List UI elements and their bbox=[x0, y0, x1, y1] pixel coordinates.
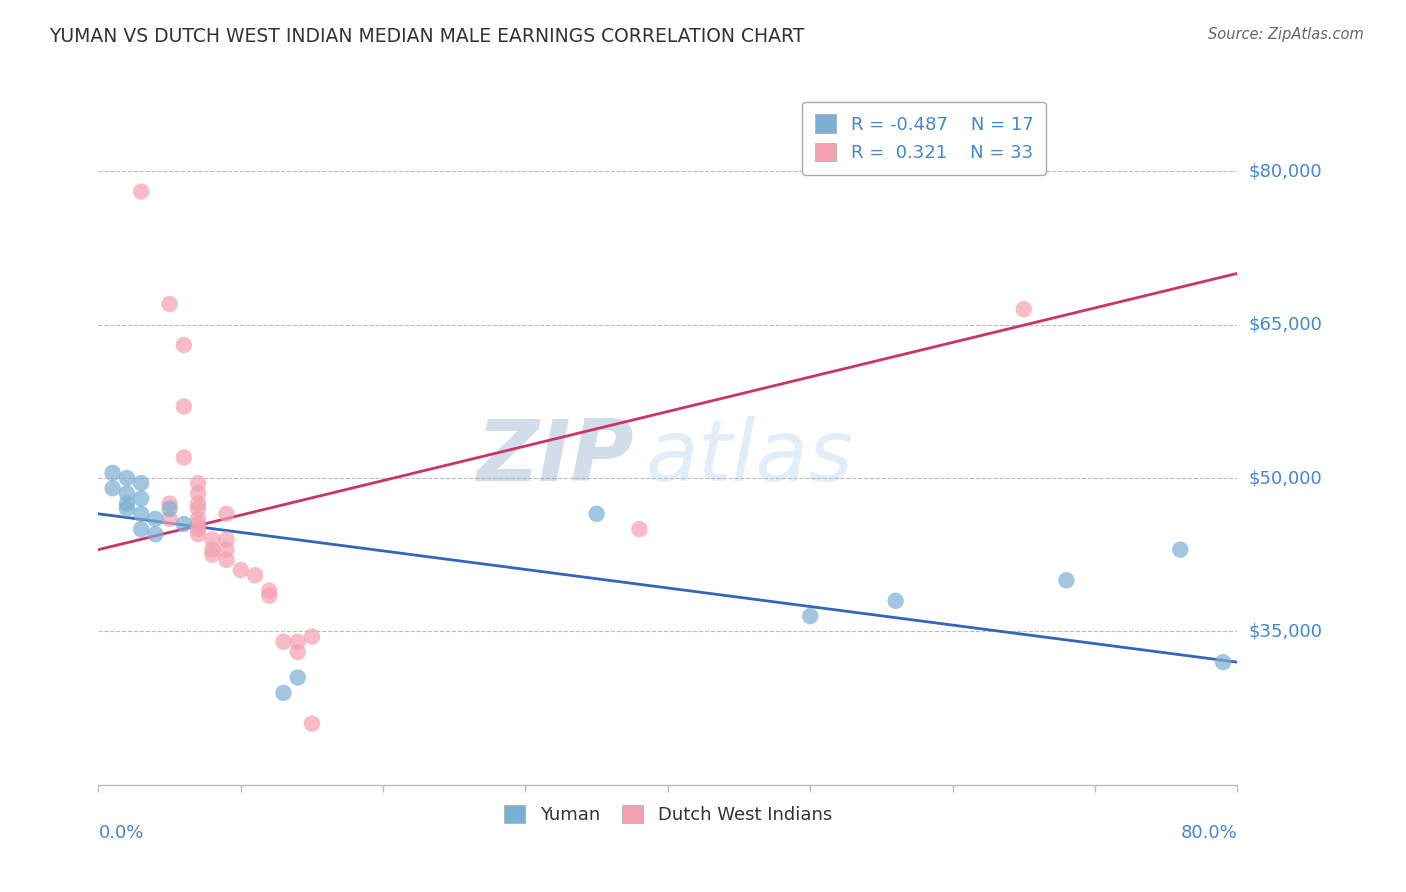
Point bbox=[243, 568, 266, 582]
Point bbox=[273, 634, 295, 648]
Point bbox=[1170, 542, 1192, 557]
Point bbox=[187, 476, 209, 491]
Point bbox=[129, 476, 152, 491]
Text: 0.0%: 0.0% bbox=[98, 824, 143, 842]
Point bbox=[628, 522, 651, 536]
Point bbox=[115, 497, 138, 511]
Point bbox=[187, 527, 209, 541]
Point bbox=[187, 497, 209, 511]
Point bbox=[159, 512, 181, 526]
Point bbox=[159, 497, 181, 511]
Point bbox=[201, 533, 224, 547]
Point bbox=[1056, 574, 1078, 588]
Point bbox=[799, 609, 821, 624]
Point bbox=[129, 491, 152, 506]
Point bbox=[273, 686, 295, 700]
Point bbox=[129, 185, 152, 199]
Point bbox=[101, 466, 124, 480]
Point bbox=[187, 486, 209, 500]
Text: YUMAN VS DUTCH WEST INDIAN MEDIAN MALE EARNINGS CORRELATION CHART: YUMAN VS DUTCH WEST INDIAN MEDIAN MALE E… bbox=[49, 27, 804, 45]
Point bbox=[287, 671, 309, 685]
Point bbox=[215, 533, 238, 547]
Point bbox=[115, 486, 138, 500]
Point bbox=[201, 548, 224, 562]
Point bbox=[129, 522, 152, 536]
Point bbox=[173, 400, 195, 414]
Point bbox=[215, 507, 238, 521]
Point bbox=[101, 481, 124, 495]
Point bbox=[173, 450, 195, 465]
Point bbox=[287, 634, 309, 648]
Point bbox=[884, 594, 907, 608]
Point bbox=[301, 716, 323, 731]
Legend: Yuman, Dutch West Indians: Yuman, Dutch West Indians bbox=[494, 794, 842, 835]
Text: Source: ZipAtlas.com: Source: ZipAtlas.com bbox=[1208, 27, 1364, 42]
Text: $80,000: $80,000 bbox=[1249, 162, 1322, 180]
Text: 80.0%: 80.0% bbox=[1181, 824, 1237, 842]
Point bbox=[173, 338, 195, 352]
Point bbox=[301, 630, 323, 644]
Point bbox=[115, 501, 138, 516]
Point bbox=[259, 583, 281, 598]
Point bbox=[287, 645, 309, 659]
Point bbox=[215, 542, 238, 557]
Point bbox=[159, 501, 181, 516]
Point bbox=[159, 297, 181, 311]
Text: $35,000: $35,000 bbox=[1249, 623, 1323, 640]
Point bbox=[187, 501, 209, 516]
Point bbox=[187, 522, 209, 536]
Point bbox=[259, 589, 281, 603]
Point bbox=[1212, 655, 1234, 669]
Text: $65,000: $65,000 bbox=[1249, 316, 1322, 334]
Point bbox=[187, 516, 209, 531]
Point bbox=[201, 542, 224, 557]
Point bbox=[145, 512, 167, 526]
Point bbox=[187, 512, 209, 526]
Text: atlas: atlas bbox=[645, 417, 853, 500]
Point bbox=[1012, 302, 1035, 317]
Point bbox=[115, 471, 138, 485]
Point bbox=[145, 527, 167, 541]
Point bbox=[173, 516, 195, 531]
Point bbox=[585, 507, 607, 521]
Point bbox=[215, 553, 238, 567]
Text: $50,000: $50,000 bbox=[1249, 469, 1322, 487]
Text: ZIP: ZIP bbox=[477, 417, 634, 500]
Point bbox=[229, 563, 252, 577]
Point bbox=[129, 507, 152, 521]
